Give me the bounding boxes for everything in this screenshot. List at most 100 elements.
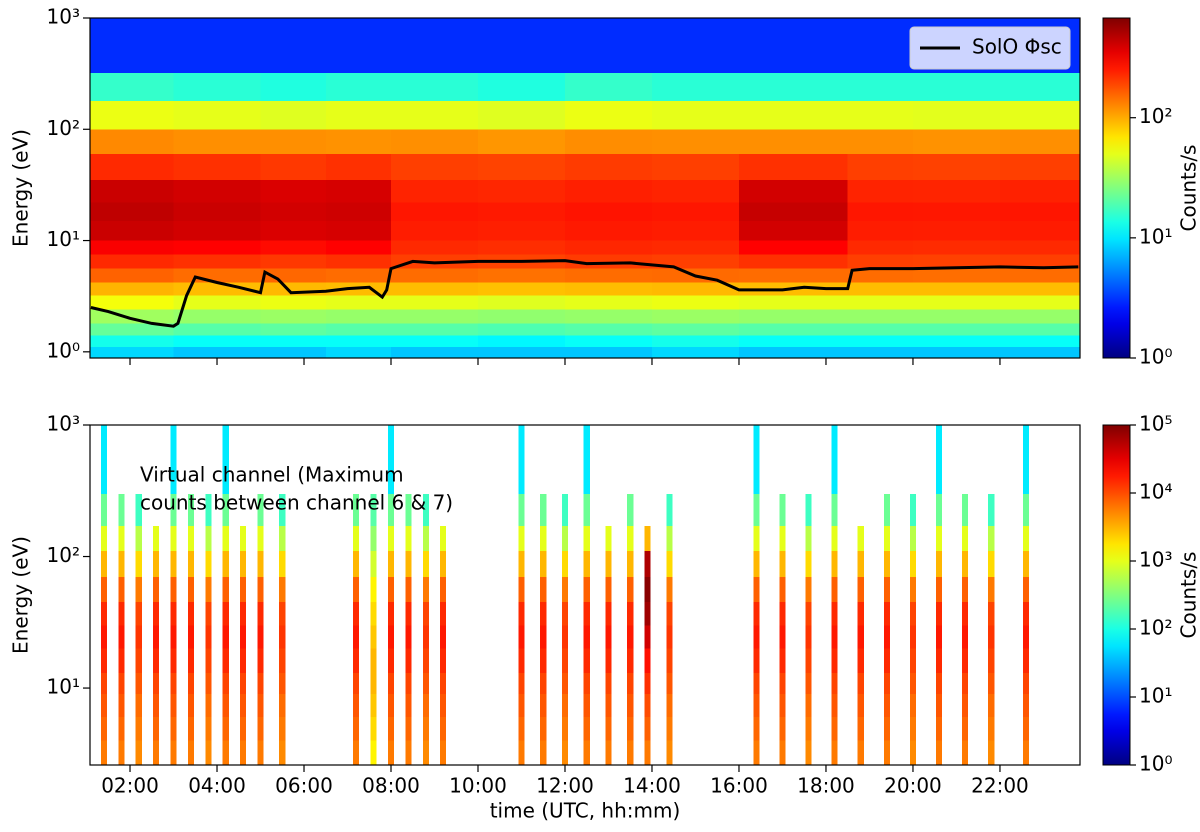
cell	[387, 648, 395, 674]
cell	[370, 526, 377, 552]
potential-line	[90, 259, 1079, 328]
cell	[353, 648, 360, 674]
colorbar-tick-label: 10³	[1139, 548, 1172, 572]
cell	[847, 268, 913, 283]
cell	[644, 526, 651, 552]
cell	[173, 335, 261, 348]
cell	[564, 323, 652, 336]
cell	[1023, 673, 1030, 695]
cell	[540, 602, 547, 626]
cell	[857, 648, 864, 674]
cell	[847, 240, 913, 255]
cell	[561, 493, 569, 527]
cell	[561, 740, 569, 765]
cell	[422, 625, 429, 649]
x-tick-label: 16:00	[710, 774, 768, 798]
y-tick-label: 10¹	[47, 675, 80, 699]
cell	[540, 648, 547, 674]
cell	[805, 493, 812, 527]
cell	[999, 129, 1080, 154]
cell	[260, 18, 326, 74]
cell	[564, 295, 652, 310]
cell	[1023, 717, 1030, 741]
cell	[279, 526, 286, 552]
cell	[651, 220, 739, 241]
x-axis-label: time (UTC, hh:mm)	[490, 799, 681, 823]
cell	[988, 493, 995, 527]
cell	[440, 717, 447, 741]
cell	[240, 694, 247, 718]
cell	[222, 648, 229, 674]
cell	[153, 673, 160, 695]
cell	[561, 526, 569, 552]
cell	[564, 100, 652, 130]
cell	[753, 694, 760, 718]
cell	[325, 100, 392, 130]
cell	[440, 673, 447, 695]
cell	[627, 493, 634, 527]
cell	[561, 717, 569, 741]
cell	[279, 493, 286, 527]
legend-label: SolO Φsc	[972, 35, 1062, 59]
cell	[857, 526, 864, 552]
cell	[857, 551, 864, 577]
cell	[805, 717, 812, 741]
cell	[561, 602, 569, 626]
cell	[279, 717, 286, 741]
cell	[405, 740, 412, 765]
cell	[325, 220, 392, 241]
cell	[779, 673, 786, 695]
cell	[440, 602, 447, 626]
cell	[240, 551, 247, 577]
cell	[135, 694, 142, 718]
cell	[100, 625, 107, 649]
cell	[153, 648, 160, 674]
cell	[257, 740, 264, 765]
cell	[240, 625, 247, 649]
cell	[279, 648, 286, 674]
cell	[805, 694, 812, 718]
cell	[1023, 551, 1030, 577]
cell	[909, 717, 917, 741]
cell	[257, 576, 264, 603]
cell	[753, 493, 760, 527]
cell	[962, 576, 969, 603]
cell	[222, 694, 229, 718]
cell	[753, 717, 760, 741]
cell	[962, 717, 969, 741]
cell	[651, 180, 739, 203]
cell	[666, 740, 673, 765]
cell	[1023, 625, 1030, 649]
cell	[187, 625, 194, 649]
cell	[153, 526, 160, 552]
cell	[422, 526, 429, 552]
colorbar-tick-label: 10¹	[1139, 224, 1172, 248]
annotation: Virtual channel (Maximum	[140, 463, 404, 487]
cell	[257, 551, 264, 577]
cell	[205, 493, 212, 527]
cell	[222, 493, 229, 527]
cell	[170, 602, 177, 626]
cell	[605, 717, 612, 741]
cell	[173, 129, 261, 154]
cell	[422, 648, 429, 674]
cell	[90, 153, 174, 181]
cell	[753, 602, 760, 626]
cell	[779, 648, 786, 674]
cell	[391, 18, 478, 74]
cell	[405, 526, 412, 552]
x-tick-label: 08:00	[362, 774, 420, 798]
plot-area	[90, 18, 1080, 358]
cell	[387, 673, 395, 695]
cell	[583, 526, 590, 552]
cell	[627, 551, 634, 577]
cell	[912, 100, 1000, 130]
cell	[391, 129, 478, 154]
cell	[564, 220, 652, 241]
cell	[100, 602, 107, 626]
cell	[440, 551, 447, 577]
cell	[999, 309, 1080, 324]
cell	[422, 493, 429, 527]
cell	[118, 551, 125, 577]
cell	[779, 740, 786, 765]
